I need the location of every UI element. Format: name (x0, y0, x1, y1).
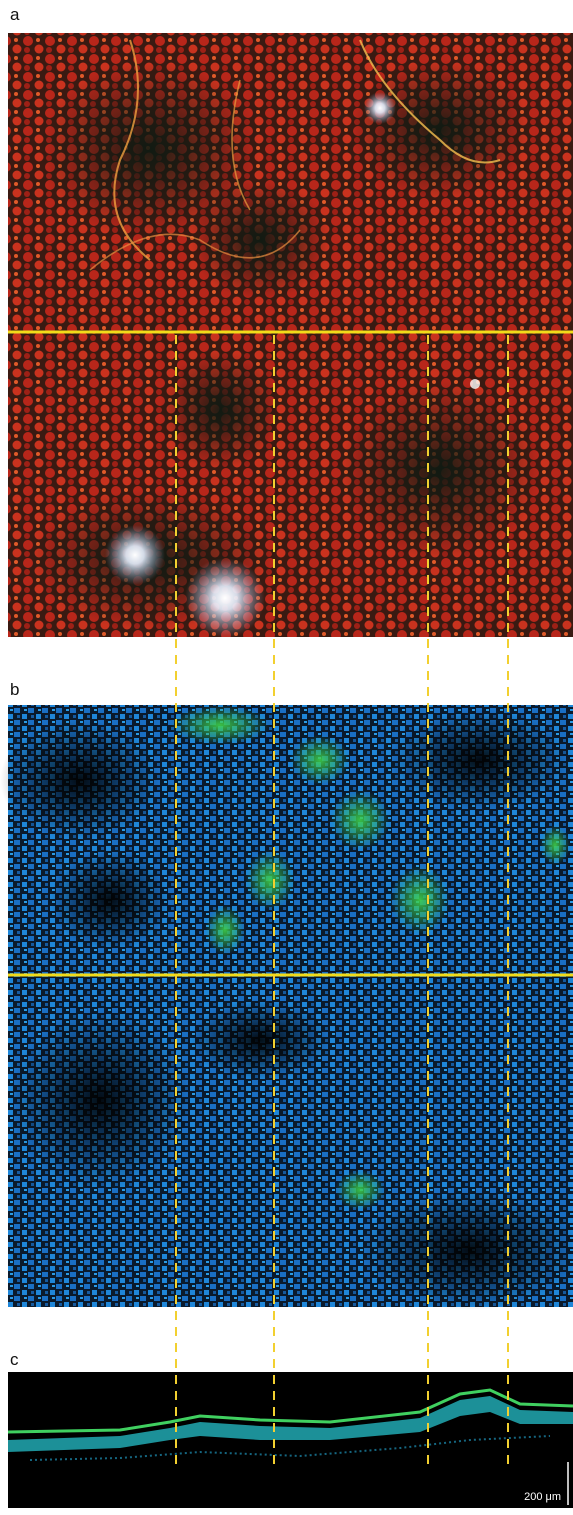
figure: a b c (0, 0, 573, 1515)
panel-label: b (10, 680, 19, 699)
scale-bar-label: 200 μm (524, 1491, 561, 1503)
panel-label: c (10, 1350, 19, 1369)
image-a (8, 33, 573, 638)
page: a b c (0, 0, 573, 1515)
image-b (0, 705, 573, 1310)
panel-label: a (10, 5, 20, 24)
image-c: 200 μm (8, 1372, 573, 1508)
